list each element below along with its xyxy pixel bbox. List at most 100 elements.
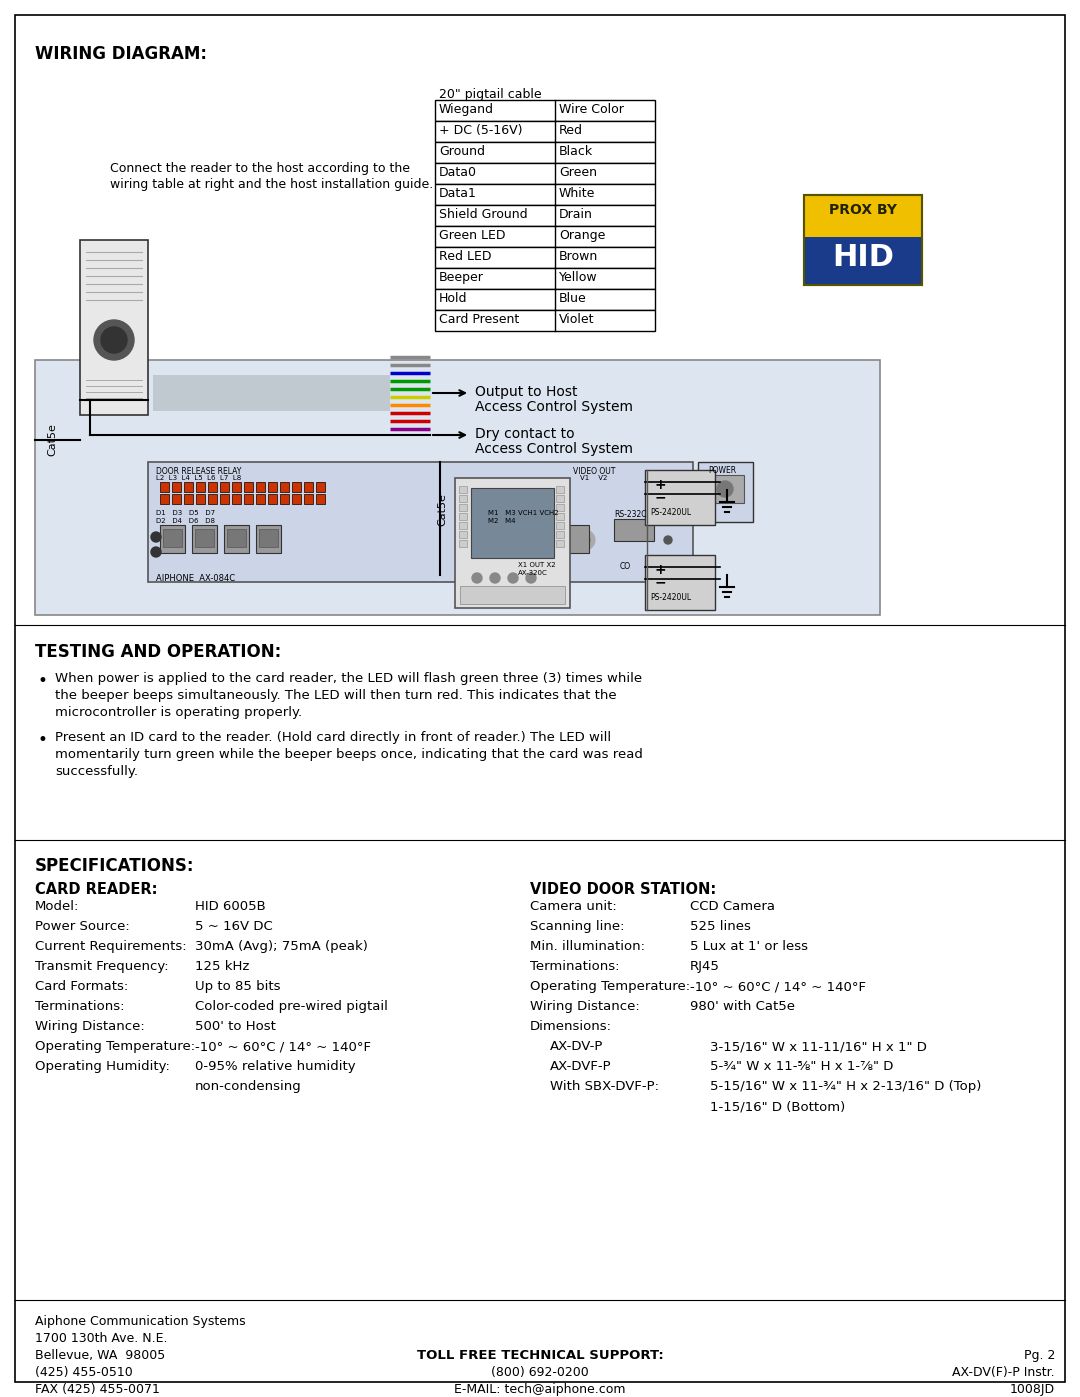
Text: DOOR RELEASE RELAY: DOOR RELEASE RELAY	[156, 467, 241, 476]
Bar	[483, 525, 505, 553]
Text: 20" pigtail cable: 20" pigtail cable	[438, 88, 542, 101]
Text: HID 6005B: HID 6005B	[195, 900, 266, 914]
Text: Wiegand: Wiegand	[438, 103, 494, 116]
Bar	[804, 196, 922, 285]
Text: Model:: Model:	[35, 900, 79, 914]
Bar	[256, 482, 265, 492]
Text: Card Formats:: Card Formats:	[35, 981, 129, 993]
Bar	[556, 495, 564, 502]
Bar	[256, 495, 265, 504]
Bar	[435, 184, 654, 205]
Text: +: +	[654, 478, 666, 492]
Circle shape	[717, 481, 733, 497]
Text: AX-DVF-P: AX-DVF-P	[550, 1060, 611, 1073]
Text: Terminations:: Terminations:	[530, 960, 620, 972]
Text: Power Source:: Power Source:	[35, 921, 130, 933]
Text: Access Control System: Access Control System	[475, 400, 633, 414]
Bar	[435, 163, 654, 184]
Text: CARD READER:: CARD READER:	[35, 882, 158, 897]
Text: X1 OUT X2: X1 OUT X2	[518, 562, 555, 569]
Text: Shield Ground: Shield Ground	[438, 208, 528, 221]
Bar	[706, 475, 744, 503]
Bar	[220, 495, 229, 504]
Bar	[268, 482, 276, 492]
Text: (800) 692-0200: (800) 692-0200	[491, 1366, 589, 1379]
Circle shape	[553, 529, 573, 550]
Text: AX-DV(F)-P Instr.: AX-DV(F)-P Instr.	[953, 1366, 1055, 1379]
Circle shape	[151, 548, 161, 557]
Text: successfully.: successfully.	[55, 766, 138, 778]
Bar	[435, 122, 654, 142]
Text: Connect the reader to the host according to the: Connect the reader to the host according…	[110, 162, 410, 175]
Text: When power is applied to the card reader, the LED will flash green three (3) tim: When power is applied to the card reader…	[55, 672, 643, 685]
Text: -10° ~ 60°C / 14° ~ 140°F: -10° ~ 60°C / 14° ~ 140°F	[690, 981, 866, 993]
Bar	[556, 513, 564, 520]
Text: PS-2420UL: PS-2420UL	[650, 592, 691, 602]
Text: Data1: Data1	[438, 187, 477, 200]
Bar	[148, 462, 693, 583]
Bar	[195, 529, 214, 548]
Text: 30mA (Avg); 75mA (peak): 30mA (Avg); 75mA (peak)	[195, 940, 368, 953]
Text: Wire Color: Wire Color	[559, 103, 624, 116]
Text: D1   D3   D5   D7: D1 D3 D5 D7	[156, 510, 215, 515]
Text: VCH1 VCH2: VCH1 VCH2	[518, 510, 558, 515]
Bar	[804, 237, 922, 285]
Bar	[160, 482, 168, 492]
Bar	[459, 504, 467, 511]
Text: 500' to Host: 500' to Host	[195, 1020, 275, 1032]
Text: PROX BY: PROX BY	[829, 203, 897, 217]
Bar	[160, 525, 185, 553]
Text: AIPHONE  AX-084C: AIPHONE AX-084C	[156, 574, 235, 583]
Text: WIRING DIAGRAM:: WIRING DIAGRAM:	[35, 45, 207, 63]
Bar	[259, 529, 278, 548]
Text: Output to Host: Output to Host	[475, 386, 578, 400]
Bar	[567, 525, 589, 553]
Bar	[80, 240, 148, 415]
Bar	[280, 482, 289, 492]
Bar	[455, 478, 570, 608]
Text: L2  L3  L4  L5  L6  L7  L8: L2 L3 L4 L5 L6 L7 L8	[156, 475, 241, 481]
Bar	[459, 513, 467, 520]
Text: RJ45: RJ45	[690, 960, 720, 972]
Bar	[435, 268, 654, 289]
Bar	[539, 525, 561, 553]
Text: Green LED: Green LED	[438, 229, 505, 242]
Text: microcontroller is operating properly.: microcontroller is operating properly.	[55, 705, 302, 719]
Text: Present an ID card to the reader. (Hold card directly in front of reader.) The L: Present an ID card to the reader. (Hold …	[55, 731, 611, 745]
Bar	[435, 142, 654, 163]
Text: 5-¾" W x 11-⅝" H x 1-⅞" D: 5-¾" W x 11-⅝" H x 1-⅞" D	[710, 1060, 893, 1073]
Text: 125 kHz: 125 kHz	[195, 960, 249, 972]
Circle shape	[508, 573, 518, 583]
Text: Data0: Data0	[438, 166, 477, 179]
Circle shape	[526, 573, 536, 583]
Text: V1    V2: V1 V2	[580, 475, 607, 481]
Text: 3-15/16" W x 11-11/16" H x 1" D: 3-15/16" W x 11-11/16" H x 1" D	[710, 1039, 927, 1053]
Text: 980' with Cat5e: 980' with Cat5e	[690, 1000, 795, 1013]
Bar	[244, 482, 253, 492]
Text: VIDEO DOOR STATION:: VIDEO DOOR STATION:	[530, 882, 716, 897]
Text: Operating Temperature:: Operating Temperature:	[530, 981, 690, 993]
Text: Wiring Distance:: Wiring Distance:	[35, 1020, 145, 1032]
Text: 5-15/16" W x 11-¾" H x 2-13/16" D (Top): 5-15/16" W x 11-¾" H x 2-13/16" D (Top)	[710, 1080, 982, 1092]
Text: Color-coded pre-wired pigtail: Color-coded pre-wired pigtail	[195, 1000, 388, 1013]
Bar	[645, 469, 715, 525]
Text: wiring table at right and the host installation guide.: wiring table at right and the host insta…	[110, 177, 433, 191]
Circle shape	[580, 535, 590, 545]
Text: HID: HID	[832, 243, 894, 272]
Bar	[460, 585, 565, 604]
Bar	[435, 226, 654, 247]
Text: Red LED: Red LED	[438, 250, 491, 263]
Text: Pg. 2: Pg. 2	[1024, 1350, 1055, 1362]
Bar	[280, 495, 289, 504]
Bar	[268, 495, 276, 504]
Text: the beeper beeps simultaneously. The LED will then turn red. This indicates that: the beeper beeps simultaneously. The LED…	[55, 689, 617, 703]
Bar	[292, 495, 301, 504]
Text: Beeper: Beeper	[438, 271, 484, 284]
Text: Blue: Blue	[559, 292, 586, 305]
Bar	[435, 247, 654, 268]
Text: FAX (425) 455-0071: FAX (425) 455-0071	[35, 1383, 160, 1396]
Circle shape	[151, 532, 161, 542]
Text: Ground: Ground	[438, 145, 485, 158]
Circle shape	[478, 550, 488, 562]
Bar	[435, 101, 654, 122]
